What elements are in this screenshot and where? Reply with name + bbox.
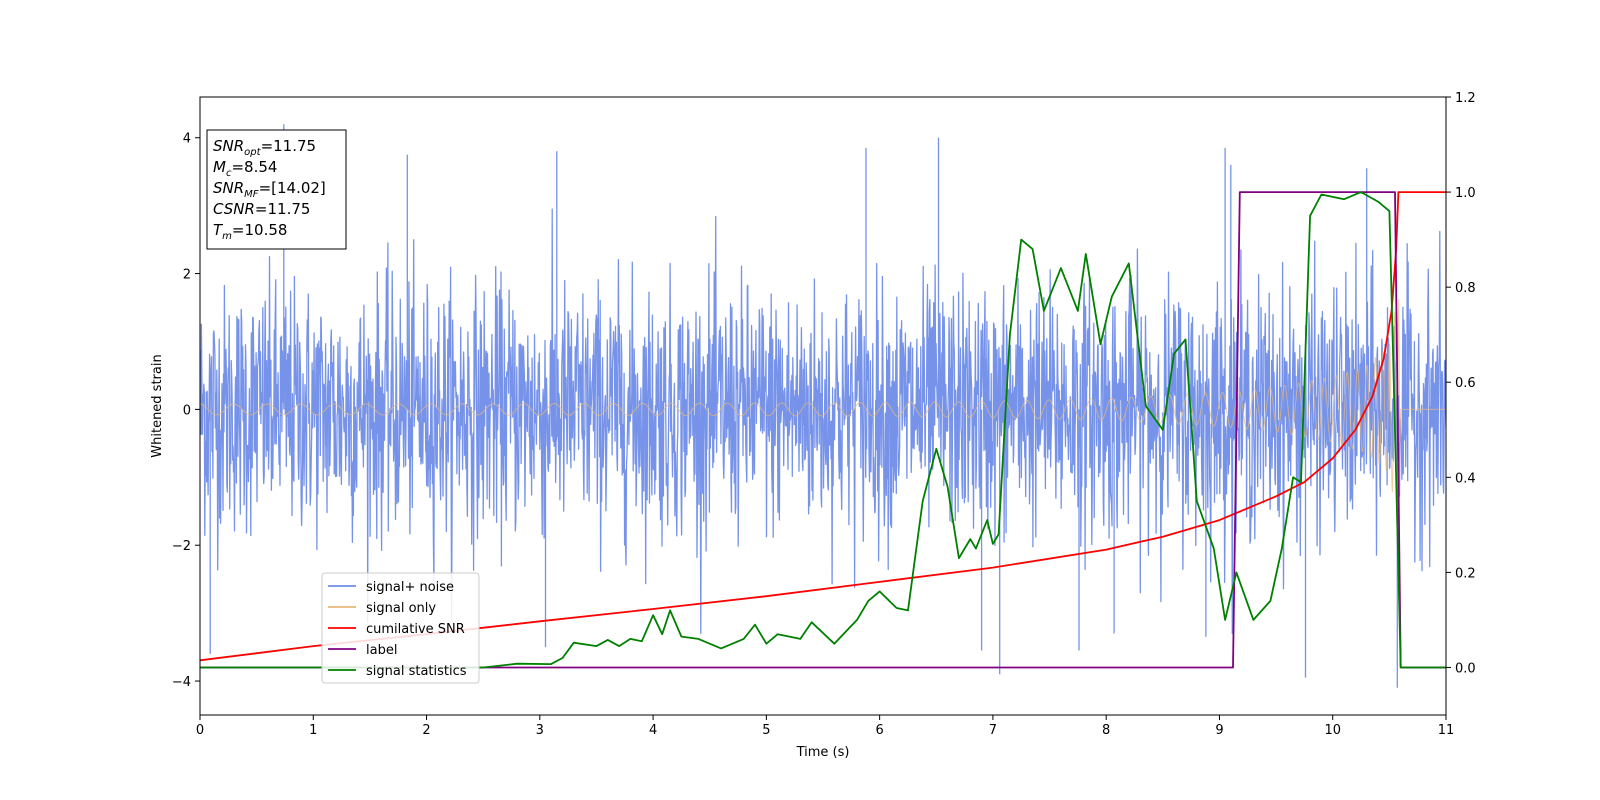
x-tick-label: 4 (649, 723, 657, 738)
x-tick-label: 8 (1102, 723, 1110, 738)
annotation-symbol: SNR (213, 179, 244, 197)
y-axis-right: 0.0 0.2 0.4 0.6 0.8 1.0 1.2 (1446, 91, 1476, 676)
legend-entry: cumilative SNR (366, 622, 465, 637)
series-line-4 (200, 191, 1446, 669)
x-tick-label: 5 (762, 723, 770, 738)
y-axis-label: Whitened strain (150, 354, 165, 457)
annotation-line: Tm=10.58 (213, 221, 287, 242)
x-tick-label: 10 (1324, 723, 1341, 738)
legend-entry: signal+ noise (366, 580, 454, 595)
annotation-subscript: c (226, 168, 232, 179)
x-tick-label: 0 (196, 723, 204, 738)
annotation-line: Mc=8.54 (213, 158, 277, 179)
annotation-line: SNRopt=11.75 (213, 137, 316, 158)
annotation-value: =[14.02] (259, 179, 326, 197)
x-tick-label: 7 (989, 723, 997, 738)
annotation-value: =11.75 (261, 137, 317, 155)
legend: signal+ noise signal only cumilative SNR la… (321, 572, 480, 684)
y-tick-label: 4 (183, 132, 191, 147)
series-line-2 (200, 191, 1446, 662)
x-tick-label: 1 (309, 723, 317, 738)
annotation-symbol: M (213, 158, 226, 176)
y-tick-label: 2 (183, 268, 191, 283)
legend-entry: signal only (366, 601, 436, 616)
annotation-subscript: m (222, 231, 232, 242)
annotation-symbol: CSNR (213, 200, 255, 218)
y2-tick-label: 0.8 (1455, 281, 1476, 296)
series-line-1 (200, 299, 1446, 521)
plot-frame (199, 96, 1447, 716)
series-layer (200, 124, 1446, 688)
y2-tick-label: 1.0 (1455, 186, 1476, 201)
x-axis-label: Time (s) (796, 745, 850, 760)
y-tick-label: −2 (172, 539, 191, 554)
annotation-symbol: T (213, 221, 224, 239)
annotation-line: SNRMF=[14.02] (213, 179, 326, 200)
annotation-symbol: SNR (213, 137, 244, 155)
legend-entry: signal statistics (366, 664, 467, 679)
annotation-value: =11.75 (255, 200, 311, 218)
y-tick-label: −4 (172, 675, 191, 690)
y2-tick-label: 0.4 (1455, 471, 1476, 486)
x-tick-label: 9 (1215, 723, 1223, 738)
y2-tick-label: 0.0 (1455, 661, 1476, 676)
x-tick-label: 2 (422, 723, 430, 738)
annotation-value: =10.58 (232, 221, 288, 239)
x-axis: 0 1 2 3 4 5 6 7 8 9 10 11 (196, 715, 1454, 738)
y2-tick-label: 0.2 (1455, 566, 1476, 581)
y-tick-label: 0 (183, 403, 191, 418)
annotation-box: SNRopt=11.75Mc=8.54SNRMF=[14.02]CSNR=11.… (206, 129, 347, 250)
y2-tick-label: 0.6 (1455, 376, 1476, 391)
x-tick-label: 6 (875, 723, 883, 738)
annotation-value: =8.54 (231, 158, 277, 176)
x-tick-label: 11 (1438, 723, 1455, 738)
y2-tick-label: 1.2 (1455, 91, 1476, 106)
legend-entry: label (366, 643, 397, 658)
annotation-subscript: opt (244, 147, 261, 158)
x-tick-label: 3 (536, 723, 544, 738)
annotation-subscript: MF (244, 189, 259, 200)
annotation-line: CSNR=11.75 (213, 200, 310, 218)
y-axis-left: 4 2 0 −2 −4 (172, 132, 200, 690)
